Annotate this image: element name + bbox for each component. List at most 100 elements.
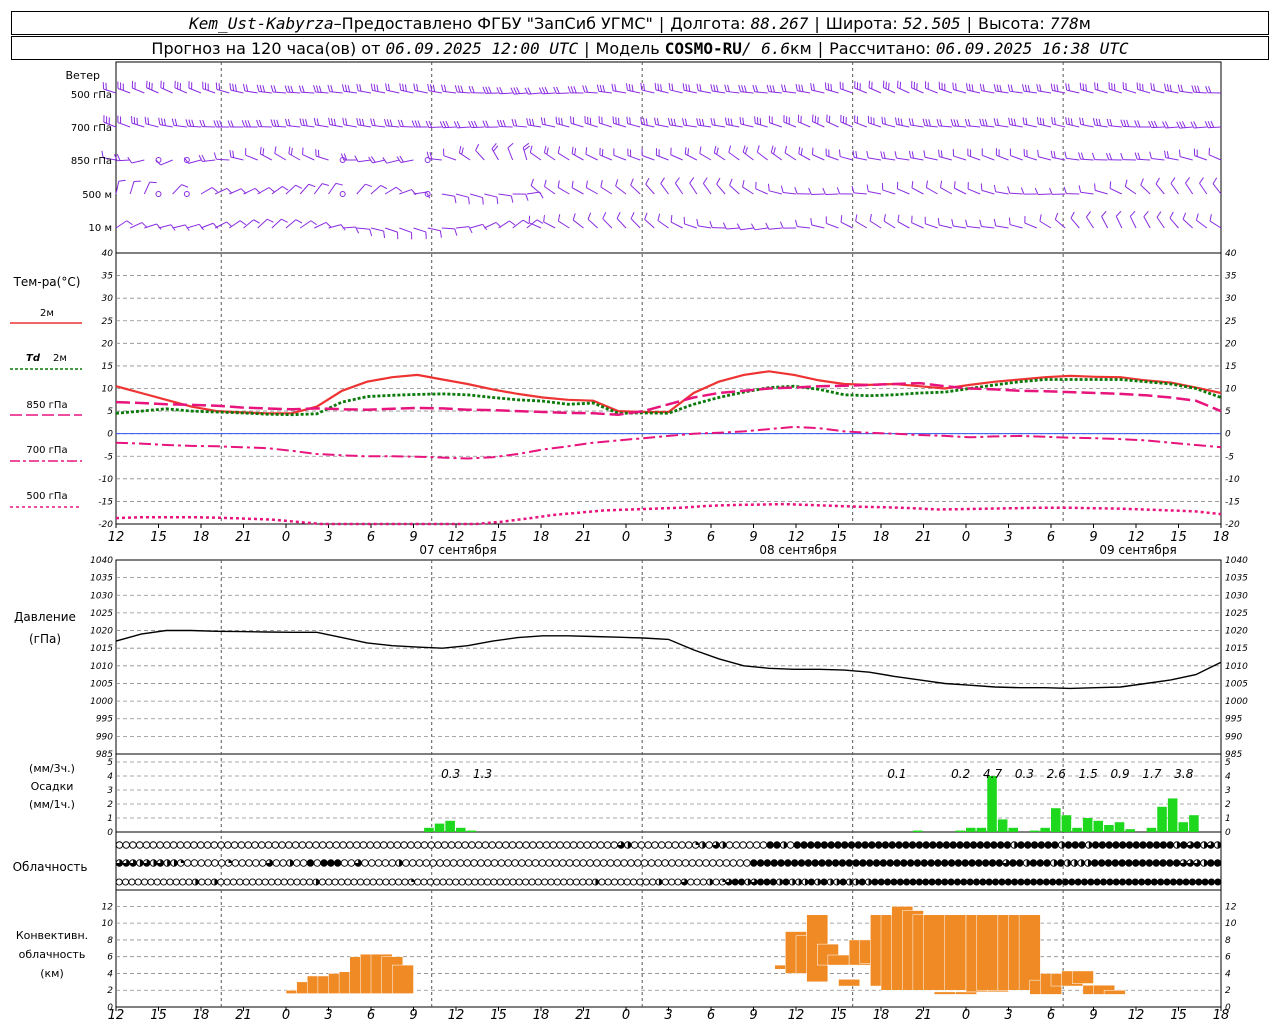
temp-ytick-right: 40: [1225, 249, 1237, 259]
wind-barb-feather: [443, 84, 447, 92]
wind-barb-feather: [299, 118, 302, 126]
wind-barb-feather: [1185, 177, 1191, 184]
precip-3h-label: 0.2: [951, 767, 970, 781]
x-tick-label: 3: [324, 530, 332, 545]
wind-barb-feather: [270, 85, 274, 93]
cloud-cell: [347, 859, 356, 867]
wind-barb-feather: [282, 185, 289, 191]
precip-bar: [1093, 820, 1104, 832]
wind-barb-feather: [342, 117, 345, 125]
wind-barb-feather: [499, 119, 504, 127]
x-tick-label: 12: [1128, 1008, 1145, 1023]
cloud-cell: [344, 878, 352, 886]
wind-barb-feather: [454, 196, 457, 204]
wind-barb-staff: [257, 218, 268, 229]
wind-barb-feather: [345, 118, 348, 126]
cloud-cell: [340, 859, 349, 867]
cloud-cell: [211, 859, 219, 867]
cloud-cell: [128, 878, 136, 886]
wind-barb-staff: [641, 155, 655, 161]
conv-ytick-left: 2: [107, 986, 113, 996]
wind-barb-feather: [485, 120, 489, 128]
wind-barb-feather: [1008, 217, 1011, 225]
wind-barb-feather: [372, 118, 376, 126]
wind-calm: [155, 157, 162, 163]
wind-barb-staff: [645, 183, 655, 195]
wind-barb-feather: [1164, 121, 1169, 128]
wind-barb-staff: [174, 87, 188, 94]
wind-barb-staff: [522, 147, 528, 161]
precip-bar: [987, 776, 997, 832]
cloud-cell: [722, 859, 731, 867]
wind-barb-feather: [1010, 118, 1014, 126]
wind-barb-feather: [742, 145, 746, 153]
wind-barb-feather: [894, 151, 897, 159]
wind-barb-staff: [812, 154, 825, 161]
wind-barb-feather: [940, 150, 943, 158]
x-tick-label: 12: [788, 1008, 805, 1023]
wind-barb-staff: [315, 155, 329, 161]
temp-ytick-left: 15: [102, 362, 114, 372]
wind-barb-staff: [1115, 216, 1123, 229]
wind-barb-staff: [981, 124, 995, 128]
press-ytick-left: 1035: [90, 574, 113, 584]
wind-barb-staff: [1209, 220, 1222, 229]
cloud-cell: [538, 859, 547, 867]
wind-barb-feather: [656, 118, 660, 126]
wind-barb-feather: [457, 85, 461, 93]
cloud-cell: [699, 878, 707, 886]
cloud-cell: [902, 841, 910, 849]
press-ytick-right: 1040: [1225, 556, 1248, 566]
cloud-cell: [190, 859, 199, 867]
wind-barb-feather: [557, 146, 561, 154]
wind-barb-staff: [1185, 182, 1194, 195]
wind-barb-feather: [964, 118, 968, 126]
wind-barb-staff: [1212, 183, 1222, 195]
cloud-cell: [1125, 878, 1133, 886]
wind-barb-feather: [531, 118, 535, 126]
wind-barb-staff: [868, 87, 882, 94]
wind-barb-feather: [425, 191, 431, 199]
cloud-cell: [773, 841, 781, 849]
cloud-cell: [531, 859, 540, 867]
wind-barb-feather: [343, 153, 348, 161]
wind-barb-feather: [387, 83, 390, 91]
cloud-cell: [966, 878, 974, 886]
cloud-cell: [449, 859, 458, 867]
cloud-cell: [838, 859, 847, 867]
conv-ytick-right: 4: [1225, 969, 1231, 979]
wind-barb-feather: [979, 118, 982, 126]
x-tick-label: 18: [193, 530, 210, 545]
cloud-cell: [337, 878, 345, 886]
legend-t500: 500 гПа: [26, 491, 67, 502]
wind-barb-staff: [287, 91, 301, 94]
wind-barb-feather: [1054, 212, 1059, 220]
wind-barb-feather: [473, 120, 478, 128]
wind-barb-staff: [702, 183, 712, 195]
cloud-cell: [511, 859, 519, 867]
wind-barb-feather: [727, 84, 730, 92]
wind-barb-feather: [288, 146, 291, 154]
wind-barb-feather: [302, 118, 305, 126]
wind-barb-feather: [524, 87, 529, 95]
cloud-cell: [743, 859, 751, 867]
wind-barb-staff: [172, 184, 182, 195]
wind-barb-staff: [967, 188, 981, 195]
wind-barb-feather: [1115, 210, 1122, 217]
cloud-cell: [620, 859, 628, 867]
cloud-cell: [427, 841, 435, 849]
wind-barb-feather: [643, 117, 645, 125]
precip-bar: [1104, 825, 1114, 832]
x-tick-label: 15: [1170, 530, 1187, 545]
cloud-cell: [1087, 878, 1095, 886]
cloud-cell: [477, 878, 485, 886]
wind-barb-feather: [118, 179, 126, 182]
wind-barb-feather: [1105, 153, 1110, 160]
wind-barb-staff: [129, 181, 135, 195]
wind-barb-feather: [625, 83, 628, 91]
wind-barb-staff: [598, 90, 612, 94]
wind-barb-staff: [1009, 124, 1023, 128]
cloud-cell: [777, 859, 785, 867]
temp-ytick-right: 35: [1225, 272, 1237, 282]
wind-barb-staff: [457, 91, 471, 94]
